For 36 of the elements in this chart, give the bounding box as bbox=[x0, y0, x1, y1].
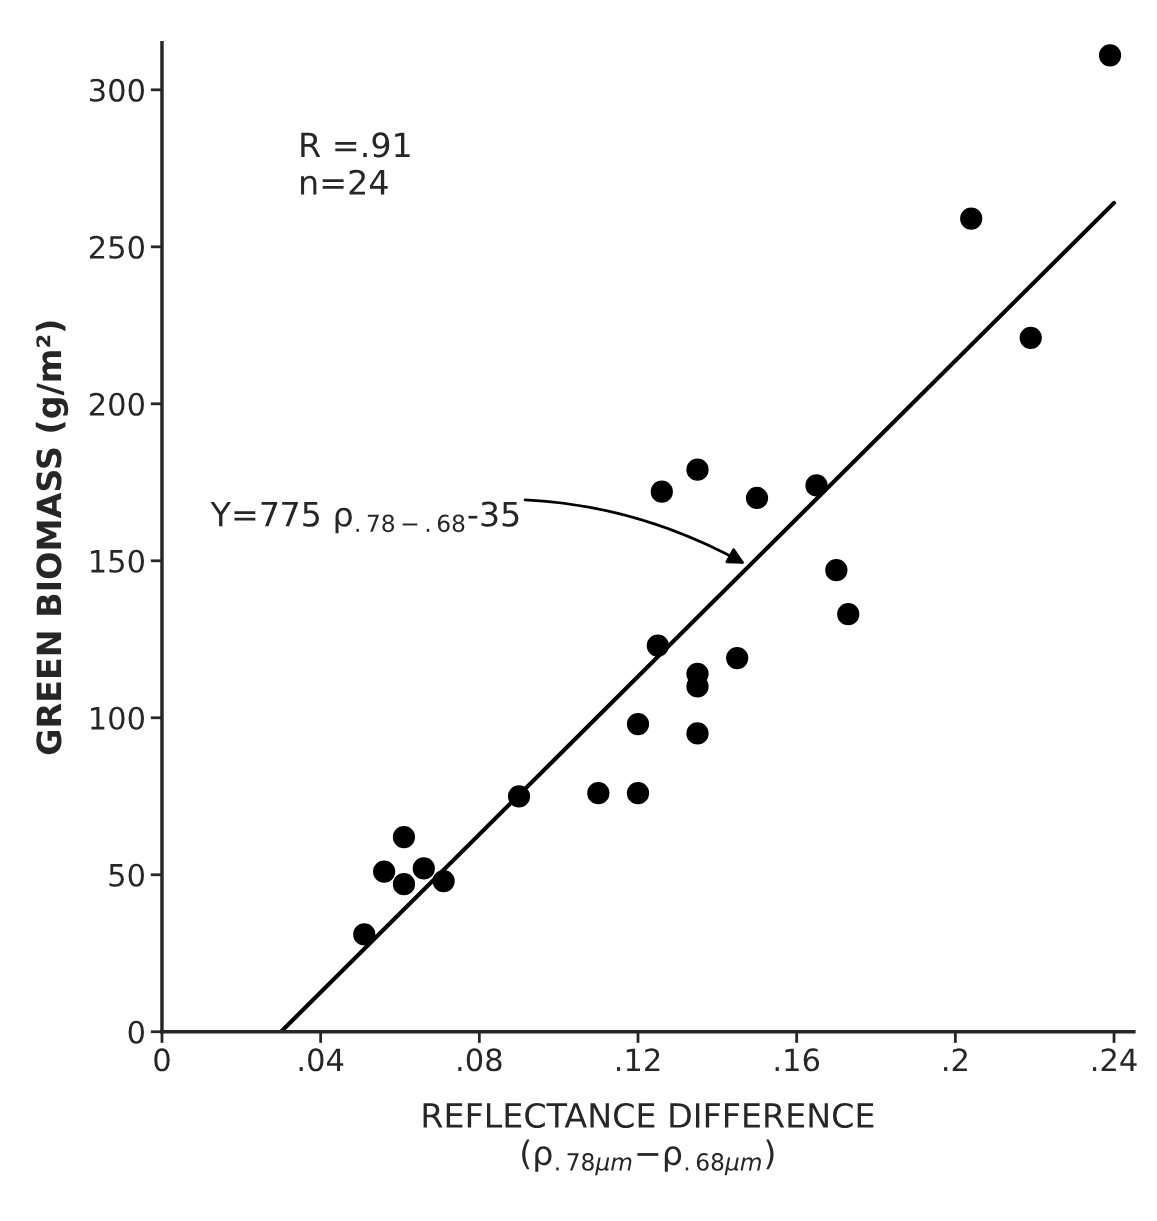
x-tick-label: .12 bbox=[616, 1048, 660, 1071]
point bbox=[1019, 326, 1042, 349]
point bbox=[745, 486, 769, 510]
x-tick-label: .16 bbox=[775, 1048, 820, 1072]
point bbox=[587, 782, 610, 805]
annotation: Y=775 ρ$_{.78−.68}$-35 bbox=[210, 501, 519, 534]
point bbox=[960, 207, 983, 230]
x-axis-title: REFLECTANCE DIFFERENCE (ρ$_{.78µm}$−ρ$_{.68µm}$) bbox=[423, 1102, 874, 1176]
x-tick-label: .2 bbox=[944, 1048, 967, 1071]
point bbox=[1098, 44, 1122, 67]
point bbox=[650, 480, 673, 503]
y-tick-label: 100 bbox=[91, 706, 144, 730]
point bbox=[825, 559, 848, 582]
point bbox=[686, 722, 709, 745]
point bbox=[837, 603, 860, 626]
point bbox=[626, 712, 650, 736]
point bbox=[353, 923, 376, 946]
point bbox=[392, 825, 416, 849]
y-tick-label: 300 bbox=[90, 78, 144, 102]
x-tick-label: .04 bbox=[299, 1048, 344, 1072]
point bbox=[626, 782, 650, 805]
x-tick-label: .08 bbox=[458, 1048, 502, 1072]
y-tick-label: 250 bbox=[89, 235, 144, 259]
y-axis-title: GREEN BIOMASS (g/m²) bbox=[35, 321, 69, 755]
point bbox=[372, 860, 396, 883]
point bbox=[726, 646, 749, 670]
point bbox=[392, 873, 416, 896]
y-tick-label: 150 bbox=[91, 549, 144, 573]
x-tick-label: 0 bbox=[154, 1048, 170, 1072]
y-tick-label: 200 bbox=[89, 392, 144, 416]
y-tick-label: 50 bbox=[109, 863, 144, 887]
point bbox=[686, 458, 709, 481]
annotation: R =.91 n=24 bbox=[301, 132, 410, 195]
x-tick-label: .24 bbox=[1092, 1048, 1137, 1071]
y-tick-label: 0 bbox=[128, 1020, 144, 1044]
point bbox=[412, 857, 435, 880]
